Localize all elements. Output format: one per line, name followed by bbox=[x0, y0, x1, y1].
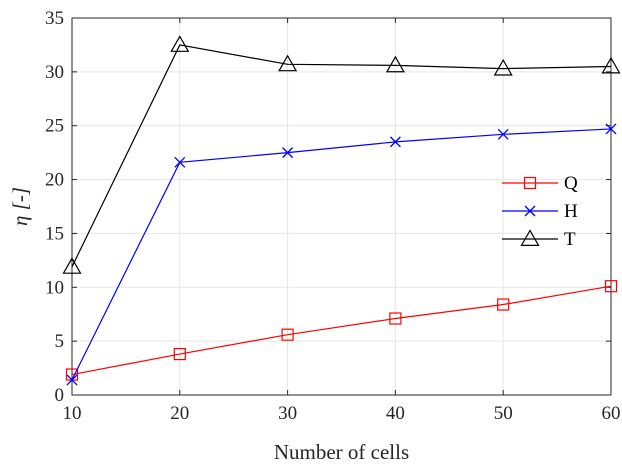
y-tick-label: 25 bbox=[45, 116, 64, 137]
series-h bbox=[66, 123, 617, 386]
axes-box bbox=[71, 17, 612, 396]
data-point-q bbox=[604, 280, 618, 293]
y-tick-label: 30 bbox=[45, 62, 64, 83]
data-point-t bbox=[385, 55, 405, 73]
y-axis-label: η [-] bbox=[8, 187, 32, 226]
legend-label-q: Q bbox=[564, 173, 578, 194]
data-point-q bbox=[281, 328, 294, 341]
data-point-t bbox=[62, 257, 82, 274]
x-tick-label: 40 bbox=[386, 403, 405, 424]
x-tick-label: 50 bbox=[494, 403, 513, 424]
y-tick-label: 0 bbox=[55, 385, 65, 406]
legend-item-t: T bbox=[502, 229, 576, 250]
axes bbox=[71, 17, 612, 396]
data-point-h bbox=[605, 123, 617, 135]
series-q bbox=[65, 280, 618, 381]
legend: QHT bbox=[502, 173, 578, 250]
data-point-t bbox=[278, 54, 298, 72]
legend-item-q: Q bbox=[502, 173, 578, 194]
legend-label-t: T bbox=[564, 229, 576, 250]
y-tick-label: 15 bbox=[45, 223, 64, 244]
data-point-t bbox=[601, 56, 621, 74]
data-point-t bbox=[493, 58, 513, 76]
plot-area bbox=[62, 35, 621, 386]
legend-label-h: H bbox=[564, 201, 578, 222]
data-point-h bbox=[66, 374, 78, 386]
legend-item-h: H bbox=[502, 201, 578, 222]
y-tick-label: 20 bbox=[45, 170, 64, 191]
x-axis-label: Number of cells bbox=[274, 440, 409, 464]
tick-labels: 10 20 30 40 50 60 0 5 10 15 20 25 30 35 bbox=[45, 8, 621, 424]
x-tick-label: 20 bbox=[170, 403, 189, 424]
data-point-h bbox=[389, 136, 401, 148]
y-tick-label: 10 bbox=[45, 277, 64, 298]
y-tick-label: 35 bbox=[45, 8, 64, 29]
legend-marker-h bbox=[524, 205, 536, 217]
legend-marker-t bbox=[520, 229, 540, 246]
legend-marker-q bbox=[523, 176, 537, 190]
grid bbox=[71, 17, 612, 396]
data-point-h bbox=[174, 156, 186, 168]
series-line-h bbox=[71, 128, 612, 381]
data-point-h bbox=[497, 128, 509, 140]
data-point-q bbox=[389, 312, 402, 325]
series-line-t bbox=[71, 44, 612, 268]
y-tick-label: 5 bbox=[55, 331, 65, 352]
data-point-t bbox=[170, 35, 190, 52]
data-point-q bbox=[173, 347, 186, 361]
series-t bbox=[62, 35, 621, 274]
x-tick-label: 30 bbox=[278, 403, 297, 424]
data-point-h bbox=[282, 147, 294, 159]
data-point-q bbox=[497, 298, 510, 311]
x-tick-label: 10 bbox=[63, 403, 82, 424]
x-tick-label: 60 bbox=[602, 403, 621, 424]
series-line-q bbox=[71, 285, 612, 376]
